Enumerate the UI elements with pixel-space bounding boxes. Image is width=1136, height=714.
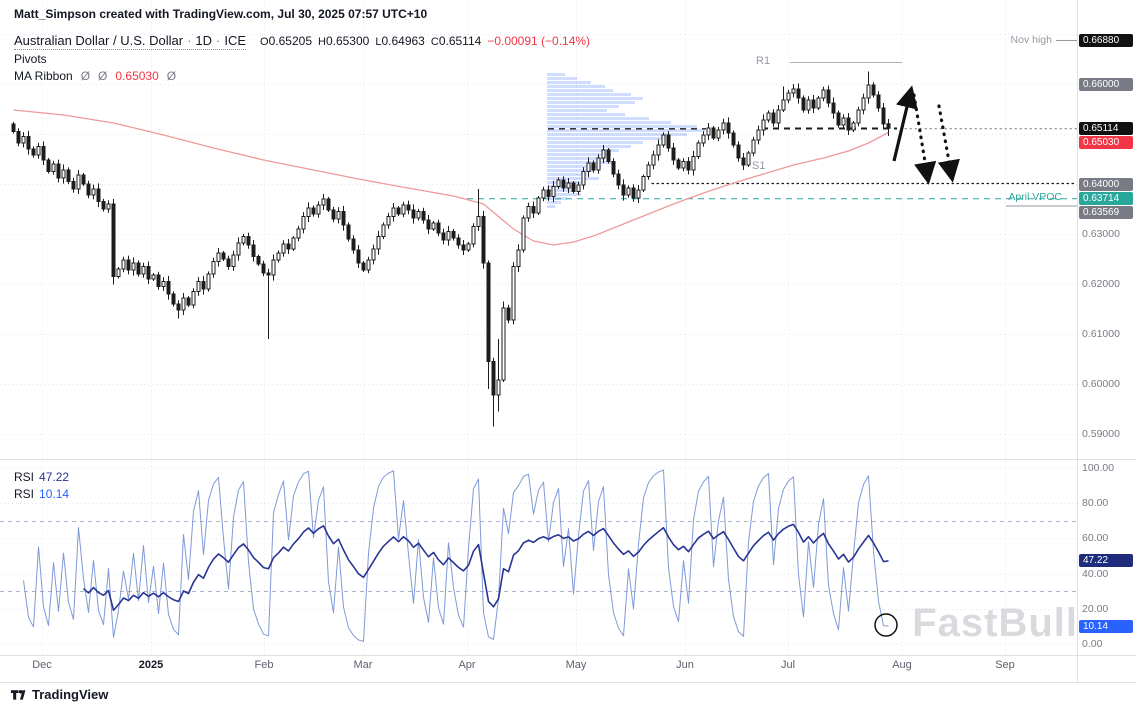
pivot-r1-label: R1	[756, 55, 771, 67]
price-tick: 0.61000	[1082, 328, 1120, 340]
symbol-interval: 1D	[195, 33, 213, 48]
time-axis-label: Jul	[780, 659, 796, 671]
time-axis-label: Mar	[353, 659, 373, 671]
attribution-text: Matt_Simpson created with TradingView.co…	[14, 7, 428, 21]
nov-high-label: Nov high	[1010, 34, 1052, 46]
time-axis-label: Jun	[676, 659, 694, 671]
pivot-s1-label: S1	[752, 160, 766, 172]
time-axis-label: Dec	[32, 659, 52, 671]
time-axis-label: Feb	[254, 659, 274, 671]
open-value: 0.65205	[268, 34, 312, 48]
indicator-legend-rsi-slow[interactable]: RSI 47.22	[14, 470, 69, 484]
ma-ribbon-value: 0.65030	[115, 69, 159, 83]
high-label: H	[318, 36, 326, 48]
rsi-slow-value: 47.22	[39, 470, 70, 484]
indicator-legend-pivots[interactable]: Pivots	[14, 52, 47, 66]
rsi-tick: 80.00	[1082, 497, 1109, 510]
high-value: 0.65300	[325, 34, 370, 48]
close-label: C	[430, 36, 439, 48]
rsi-label: RSI	[14, 487, 35, 501]
tradingview-brand-text[interactable]: TradingView	[32, 686, 109, 702]
rsi-label: RSI	[14, 470, 35, 484]
time-axis-label: Apr	[458, 659, 476, 671]
time-axis-label: Sep	[995, 659, 1015, 671]
price-tick: 0.63000	[1082, 228, 1120, 240]
legend-separator: ·	[187, 33, 192, 48]
symbol-title: Australian Dollar / U.S. Dollar	[14, 33, 184, 48]
price-axis-badge: 0.63714	[1079, 191, 1133, 205]
symbol-title-group[interactable]: Australian Dollar / U.S. Dollar · 1D · ICE	[14, 33, 247, 50]
symbol-legend[interactable]: Australian Dollar / U.S. Dollar · 1D · ICE O0…	[14, 33, 590, 50]
ma-ribbon-label: MA Ribbon	[14, 69, 73, 83]
price-axis-badge: 0.64000	[1079, 177, 1133, 191]
rsi-tick: 100.00	[1082, 462, 1115, 474]
time-axis[interactable]: Dec 2025 Feb Mar Apr May Jun Jul Aug Sep	[0, 655, 1077, 682]
april-vpoc-label: April VPOC	[1008, 191, 1062, 203]
price-axis-badge: 0.66000	[1079, 77, 1133, 91]
price-axis[interactable]: 0.63000 0.62000 0.61000 0.60000 0.59000 100.0…	[1077, 0, 1136, 682]
open-label: O	[260, 36, 269, 48]
rsi-fast-value: 10.14	[39, 487, 70, 501]
rsi-axis-badge: 10.14	[1079, 619, 1133, 633]
indicator-legend-ma-ribbon[interactable]: MA Ribbon Ø Ø 0.65030 Ø	[14, 69, 176, 83]
ma-hidden-value: Ø	[98, 69, 108, 83]
ma-hidden-value: Ø	[80, 69, 91, 83]
close-value: 0.65114	[438, 34, 482, 48]
time-axis-label: May	[565, 659, 587, 671]
rsi-tick: 20.00	[1082, 602, 1109, 615]
ma-hidden-value: Ø	[166, 69, 177, 83]
rsi-tick: 60.00	[1082, 532, 1109, 545]
rsi-tick: 40.00	[1082, 567, 1109, 580]
low-label: L	[375, 36, 382, 48]
price-axis-badge: 0.65030	[1079, 135, 1133, 149]
legend-separator: ·	[216, 33, 221, 48]
price-tick: 0.59000	[1082, 428, 1120, 440]
tradingview-logo-icon[interactable]	[10, 686, 26, 702]
watermark: FastBull	[912, 601, 1078, 645]
rsi-tick: 0.00	[1082, 638, 1103, 650]
time-axis-label: Aug	[892, 659, 912, 671]
indicator-legend-rsi-fast[interactable]: RSI 10.14	[14, 487, 69, 501]
price-tick: 0.62000	[1082, 278, 1120, 290]
ohlc-values: O0.65205 H0.65300 L0.64963 C0.65114 −0.00091…	[254, 34, 590, 48]
rsi-axis-badge: 47.22	[1079, 554, 1133, 568]
change-value: −0.00091 (−0.14%)	[487, 34, 591, 48]
price-tick: 0.60000	[1082, 378, 1120, 390]
time-axis-label: 2025	[138, 659, 164, 671]
low-value: 0.64963	[381, 34, 425, 48]
symbol-exchange: ICE	[224, 33, 247, 48]
price-axis-badge: 0.66880	[1079, 33, 1133, 47]
footer: TradingView	[10, 686, 108, 702]
price-axis-badge: 0.65114	[1079, 121, 1133, 135]
price-axis-badge: 0.63569	[1079, 205, 1133, 219]
